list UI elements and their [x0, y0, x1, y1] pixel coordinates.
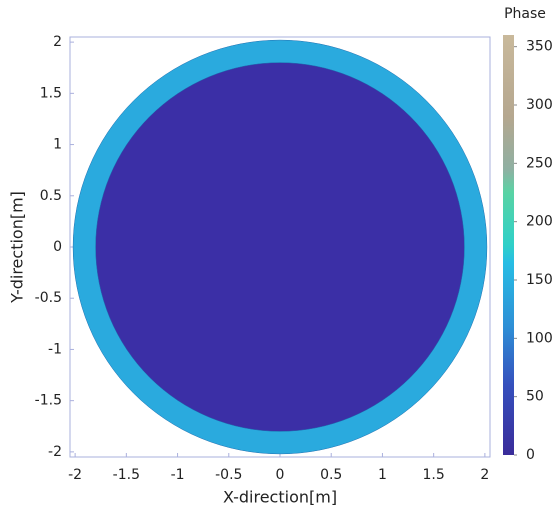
x-axis-label: X-direction[m]	[223, 488, 337, 507]
x-tick-label: 0.5	[320, 467, 342, 483]
x-tick-label: 1	[378, 467, 387, 483]
phase-region	[95, 62, 465, 432]
y-tick-label: 2	[53, 34, 62, 50]
colorbar-label: Phase	[504, 6, 546, 22]
x-tick-label: -1	[171, 467, 185, 483]
y-tick-label: -1.5	[35, 393, 62, 409]
colorbar-tick-label: 300	[526, 97, 553, 113]
x-tick-label: -1.5	[113, 467, 140, 483]
x-tick-label: 2	[480, 467, 489, 483]
colorbar-tick-label: 0	[526, 447, 535, 463]
plot-area	[72, 39, 488, 455]
y-axis-label: Y-direction[m]	[8, 191, 27, 304]
y-tick-label: -2	[48, 444, 62, 460]
colorbar-tick-label: 150	[526, 272, 553, 288]
y-tick-label: -1	[48, 341, 62, 357]
colorbar-tick-label: 200	[526, 214, 553, 230]
y-tick-label: 1.5	[40, 85, 62, 101]
x-tick-label: 0	[276, 467, 285, 483]
x-tick-label: 1.5	[423, 467, 445, 483]
x-tick-label: -2	[68, 467, 82, 483]
colorbar-tick-label: 250	[526, 155, 553, 171]
x-tick-label: -0.5	[215, 467, 242, 483]
y-tick-label: -0.5	[35, 290, 62, 306]
colorbar-tick-label: 50	[526, 389, 544, 405]
y-tick-label: 1	[53, 137, 62, 153]
y-tick-label: 0.5	[40, 188, 62, 204]
y-tick-label: 0	[53, 239, 62, 255]
colorbar	[503, 35, 514, 455]
colorbar-tick-label: 350	[526, 39, 553, 55]
colorbar-tick-label: 100	[526, 330, 553, 346]
